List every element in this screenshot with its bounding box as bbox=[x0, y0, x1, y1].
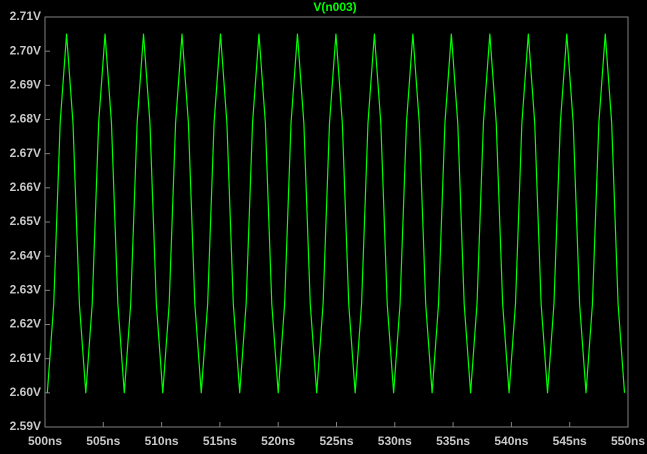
y-tick-label: 2.66V bbox=[10, 180, 41, 194]
y-tick-label: 2.61V bbox=[10, 351, 41, 365]
y-tick-label: 2.69V bbox=[10, 78, 41, 92]
x-tick-label: 545ns bbox=[553, 434, 587, 448]
x-tick-label: 525ns bbox=[319, 434, 353, 448]
y-tick-label: 2.60V bbox=[10, 385, 41, 399]
y-tick-label: 2.71V bbox=[10, 9, 41, 23]
x-tick-label: 540ns bbox=[494, 434, 528, 448]
x-tick-label: 530ns bbox=[378, 434, 412, 448]
chart-title: V(n003) bbox=[313, 0, 356, 14]
y-tick-label: 2.59V bbox=[10, 419, 41, 433]
y-tick-label: 2.64V bbox=[10, 248, 41, 262]
x-tick-label: 535ns bbox=[436, 434, 470, 448]
series-line bbox=[46, 33, 626, 394]
y-tick-label: 2.68V bbox=[10, 112, 41, 126]
x-tick-label: 520ns bbox=[261, 434, 295, 448]
y-tick-label: 2.67V bbox=[10, 146, 41, 160]
x-tick-label: 515ns bbox=[203, 434, 237, 448]
x-tick-label: 510ns bbox=[145, 434, 179, 448]
x-tick-label: 550ns bbox=[611, 434, 645, 448]
y-tick-label: 2.70V bbox=[10, 43, 41, 57]
x-tick-label: 505ns bbox=[86, 434, 120, 448]
y-tick-label: 2.63V bbox=[10, 283, 41, 297]
y-tick-label: 2.65V bbox=[10, 214, 41, 228]
x-tick-label: 500ns bbox=[28, 434, 62, 448]
y-tick-label: 2.62V bbox=[10, 317, 41, 331]
